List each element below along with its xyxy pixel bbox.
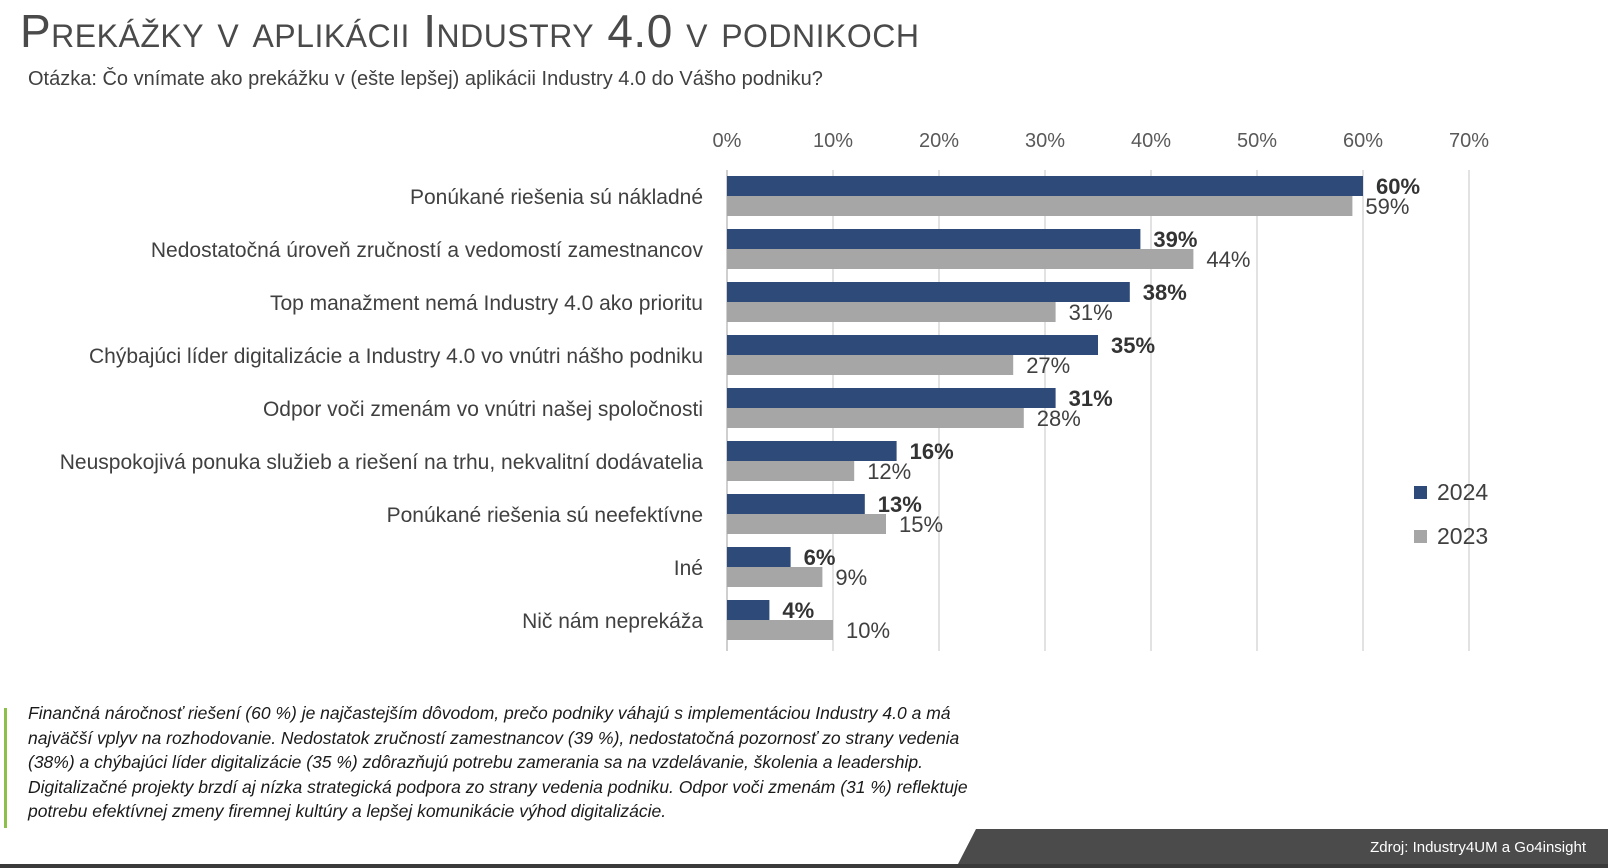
source-credit: Zdroj: Industry4UM a Go4insight <box>1370 839 1586 856</box>
data-label-2023: 10% <box>846 618 890 643</box>
data-label-2023: 9% <box>835 565 867 590</box>
bar-2023 <box>727 302 1056 322</box>
data-label-2023: 28% <box>1037 406 1081 431</box>
data-label-2024: 39% <box>1153 227 1197 252</box>
footer: Zdroj: Industry4UM a Go4insight <box>0 829 1608 868</box>
legend-item-2023: 2023 <box>1414 514 1488 558</box>
summary-note: Finančná náročnosť riešení (60 %) je naj… <box>28 703 968 821</box>
bar-2024 <box>727 229 1141 249</box>
question-subtitle: Otázka: Čo vnímate ako prekážku v (ešte … <box>28 68 823 90</box>
note-accent-bar <box>4 708 7 828</box>
category-label: Ponúkané riešenia sú nákladné <box>410 186 703 209</box>
data-label-2024: 16% <box>910 439 954 464</box>
x-tick-label: 10% <box>813 130 853 152</box>
x-tick-label: 20% <box>919 130 959 152</box>
bar-2024 <box>727 388 1056 408</box>
x-tick-label: 70% <box>1449 130 1489 152</box>
legend-swatch-2024 <box>1414 485 1427 499</box>
data-label-2024: 4% <box>782 598 814 623</box>
bar-2024 <box>727 176 1363 196</box>
bar-2023 <box>727 461 855 481</box>
data-label-2024: 35% <box>1111 333 1155 358</box>
category-label: Odpor voči zmenám vo vnútri našej spoloč… <box>263 398 703 421</box>
x-tick-label: 30% <box>1025 130 1065 152</box>
category-label: Nedostatočná úroveň zručností a vedomost… <box>151 239 704 262</box>
data-label-2024: 31% <box>1069 386 1113 411</box>
category-label: Neuspokojivá ponuka služieb a riešení na… <box>60 451 704 474</box>
category-label: Ponúkané riešenia sú neefektívne <box>387 504 703 527</box>
category-label: Chýbajúci líder digitalizácie a Industry… <box>89 345 703 368</box>
data-label-2024: 13% <box>878 492 922 517</box>
bar-2023 <box>727 620 833 640</box>
bar-2023 <box>727 196 1353 216</box>
bar-2024 <box>727 547 791 567</box>
category-label: Iné <box>674 557 703 580</box>
category-label: Nič nám neprekáža <box>522 610 703 633</box>
bar-2024 <box>727 494 865 514</box>
bar-2023 <box>727 514 886 534</box>
bar-2024 <box>727 335 1098 355</box>
bar-2023 <box>727 567 823 587</box>
data-label-2023: 59% <box>1365 194 1409 219</box>
x-tick-label: 50% <box>1237 130 1277 152</box>
data-label-2023: 12% <box>867 459 911 484</box>
x-tick-label: 60% <box>1343 130 1383 152</box>
bar-2023 <box>727 249 1194 269</box>
legend-swatch-2023 <box>1414 529 1427 543</box>
data-label-2024: 6% <box>804 545 836 570</box>
bar-2024 <box>727 282 1130 302</box>
bar-2023 <box>727 355 1014 375</box>
footer-band <box>958 829 1608 864</box>
legend-label-2023: 2023 <box>1437 522 1489 549</box>
chart-legend: 2024 2023 <box>1414 470 1488 558</box>
legend-item-2024: 2024 <box>1414 470 1488 514</box>
data-label-2024: 60% <box>1376 174 1420 199</box>
page-title: Prekážky v aplikácii Industry 4.0 v podn… <box>20 5 920 57</box>
data-label-2023: 15% <box>899 512 943 537</box>
data-label-2023: 31% <box>1069 300 1113 325</box>
data-label-2023: 44% <box>1206 247 1250 272</box>
bar-2024 <box>727 600 770 620</box>
data-label-2023: 27% <box>1026 353 1070 378</box>
bar-2024 <box>727 441 897 461</box>
legend-label-2024: 2024 <box>1437 478 1489 505</box>
footer-line <box>0 864 1608 868</box>
data-label-2024: 38% <box>1143 280 1187 305</box>
bar-2023 <box>727 408 1024 428</box>
bar-chart: 0% 10% 20% 30% 40% 50% 60% 70% Ponúkané riešenia… <box>60 130 1489 651</box>
x-tick-label: 40% <box>1131 130 1171 152</box>
x-tick-label: 0% <box>713 130 742 152</box>
category-label: Top manažment nemá Industry 4.0 ako prio… <box>270 292 703 315</box>
